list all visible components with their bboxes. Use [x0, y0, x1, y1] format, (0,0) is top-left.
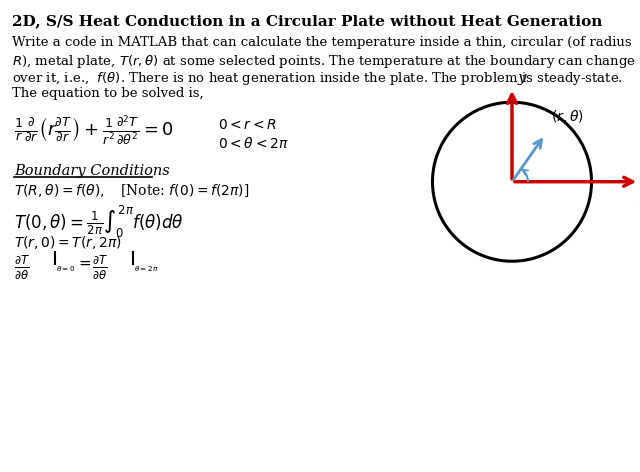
Text: 2D, S/S Heat Conduction in a Circular Plate without Heat Generation: 2D, S/S Heat Conduction in a Circular Pl… — [12, 14, 602, 28]
Text: x: x — [639, 190, 640, 204]
Text: $\frac{\partial T}{\partial\theta}$: $\frac{\partial T}{\partial\theta}$ — [92, 254, 108, 282]
Text: over it, i.e.,  $f(\theta)$. There is no heat generation inside the plate. The p: over it, i.e., $f(\theta)$. There is no … — [12, 70, 623, 87]
Text: $_{\theta=0}$: $_{\theta=0}$ — [56, 264, 76, 274]
Text: $\frac{1}{r}\frac{\partial}{\partial r}\left(r\frac{\partial T}{\partial r}\righ: $\frac{1}{r}\frac{\partial}{\partial r}\… — [14, 114, 174, 147]
Text: $T(R,\theta) = f(\theta),$   [Note: $f(0) = f(2\pi)$]: $T(R,\theta) = f(\theta),$ [Note: $f(0) … — [14, 182, 250, 199]
Text: The equation to be solved is,: The equation to be solved is, — [12, 87, 204, 100]
Text: $0<\theta<2\pi$: $0<\theta<2\pi$ — [218, 136, 289, 151]
Text: $=$: $=$ — [76, 256, 92, 270]
Text: $0<r<R$: $0<r<R$ — [218, 118, 277, 132]
Text: Write a code in MATLAB that can calculate the temperature inside a thin, circula: Write a code in MATLAB that can calculat… — [12, 36, 632, 49]
Text: $\frac{\partial T}{\partial\theta}$: $\frac{\partial T}{\partial\theta}$ — [14, 254, 30, 282]
Text: $R$), metal plate, $T(r,\theta)$ at some selected points. The temperature at the: $R$), metal plate, $T(r,\theta)$ at some… — [12, 53, 636, 70]
Text: $(r,\theta)$: $(r,\theta)$ — [551, 108, 584, 125]
Text: y: y — [518, 71, 526, 84]
Text: Boundary Conditions: Boundary Conditions — [14, 164, 170, 178]
Text: $T(0,\theta) = \frac{1}{2\pi}\int_0^{2\pi} f(\theta)d\theta$: $T(0,\theta) = \frac{1}{2\pi}\int_0^{2\p… — [14, 204, 184, 240]
Text: $_{\theta=2\pi}$: $_{\theta=2\pi}$ — [134, 264, 159, 274]
Text: $T(r,0) = T(r, 2\pi)$: $T(r,0) = T(r, 2\pi)$ — [14, 234, 122, 251]
